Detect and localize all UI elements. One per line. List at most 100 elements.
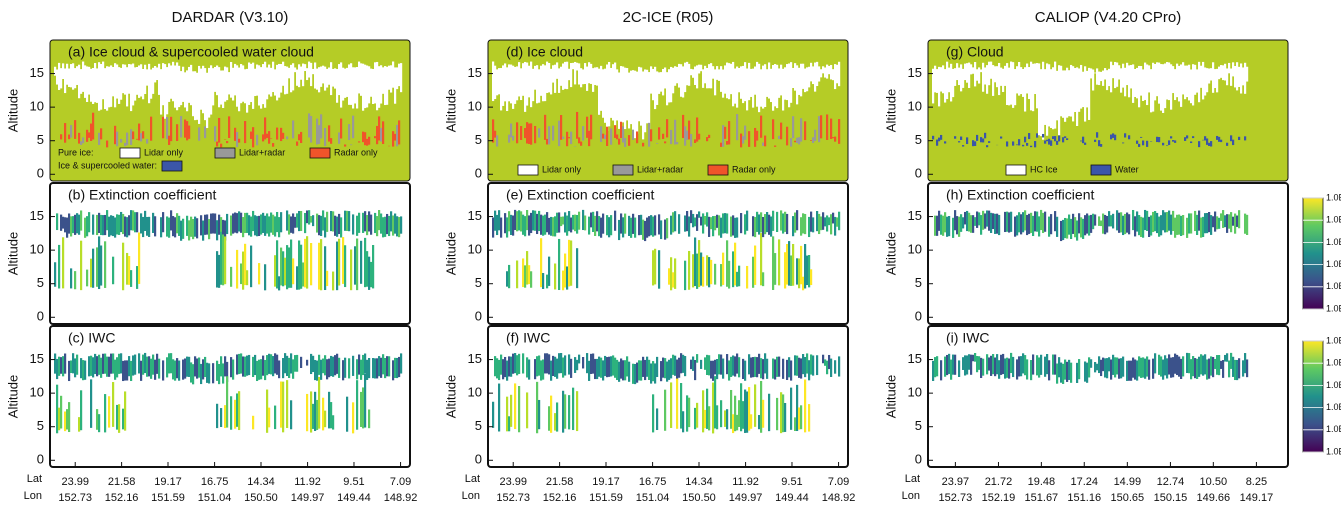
cloud-region <box>366 66 368 108</box>
cloud-type <box>618 139 620 145</box>
cloud-streak <box>664 220 666 240</box>
cloud-region <box>218 67 220 107</box>
cloud-region <box>390 65 392 92</box>
cloud-streak <box>938 211 940 231</box>
cloud-streak <box>1022 212 1024 232</box>
cloud-region <box>1006 63 1008 105</box>
cloud-region <box>234 64 236 95</box>
cloud-streak <box>194 356 196 376</box>
cloud-streak <box>554 357 556 377</box>
cloud-streak <box>990 356 992 376</box>
cloud-type <box>220 144 222 148</box>
cloud-region <box>812 66 814 84</box>
cloud-region <box>996 66 998 87</box>
cloud-region <box>582 69 584 84</box>
cloud-type <box>756 131 758 141</box>
cloud-streak <box>808 360 810 380</box>
cloud-region <box>336 69 338 103</box>
cloud-type <box>544 115 546 140</box>
cloud-type <box>614 125 616 138</box>
cloud-streak <box>726 409 728 429</box>
cloud-region <box>1190 69 1192 103</box>
cloud-streak <box>740 213 742 233</box>
cloud-streak <box>56 385 58 434</box>
cloud-region <box>554 65 556 93</box>
cloud-streak <box>556 359 558 379</box>
cloud-type <box>188 126 190 139</box>
cloud-region <box>1076 67 1078 126</box>
cloud-streak <box>672 212 674 232</box>
cloud-region <box>948 68 950 93</box>
cloud-region <box>254 69 256 96</box>
cloud-streak <box>766 212 768 232</box>
cloud-streak <box>192 364 194 384</box>
cloud-streak <box>682 411 684 432</box>
cloud-region <box>194 71 196 120</box>
cloud-streak <box>336 242 338 291</box>
cloud-streak <box>1114 357 1116 377</box>
cloud-streak <box>820 216 822 230</box>
cloud-streak <box>672 355 674 375</box>
cloud-region <box>246 69 248 113</box>
cloud-streak <box>392 360 394 380</box>
cloud-streak <box>1118 213 1120 233</box>
cloud-streak <box>332 272 334 291</box>
cloud-streak <box>98 236 100 289</box>
cloud-region <box>1244 63 1246 94</box>
cloud-region <box>542 64 544 101</box>
cloud-region <box>734 68 736 103</box>
y-tick-label: 5 <box>37 275 44 290</box>
cloud-region <box>1116 63 1118 87</box>
cloud-region <box>1164 63 1166 108</box>
cloud-type <box>656 143 658 144</box>
cloud-region <box>144 65 146 94</box>
cloud-streak <box>54 354 56 374</box>
cloud-type <box>382 121 384 144</box>
cloud-streak <box>648 216 650 236</box>
cloud-streak <box>364 353 366 373</box>
cloud-region <box>138 65 140 97</box>
cloud-streak <box>1124 214 1126 234</box>
cloud-region <box>302 64 304 87</box>
cloud-streak <box>158 359 160 379</box>
cloud-streak <box>1100 360 1102 376</box>
cloud-streak <box>494 211 496 231</box>
cloud-streak <box>318 355 320 375</box>
cloud-region <box>530 62 532 108</box>
cloud-streak <box>1212 216 1214 227</box>
cloud-streak <box>1072 214 1074 234</box>
cloud-streak <box>564 355 566 375</box>
cloud-streak <box>588 361 590 381</box>
cloud-streak <box>398 357 400 377</box>
cloud-streak <box>512 215 514 235</box>
cloud-streak <box>804 357 806 377</box>
cloud-streak <box>1180 359 1182 379</box>
cloud-type <box>496 135 498 146</box>
cloud-streak <box>368 257 370 290</box>
cloud-streak <box>1068 360 1070 380</box>
cloud-streak <box>992 354 994 374</box>
cloud-streak <box>604 356 606 376</box>
cloud-streak <box>534 211 536 231</box>
cloud-type <box>1138 144 1140 147</box>
cloud-region <box>178 66 180 107</box>
cloud-streak <box>98 213 100 233</box>
cloud-streak <box>266 390 268 433</box>
cloud-region <box>836 65 838 83</box>
cloud-streak <box>546 212 548 232</box>
legend-group: Pure ice: <box>58 147 94 157</box>
cloud-streak <box>1226 353 1228 361</box>
cloud-streak <box>732 251 734 287</box>
cloud-type <box>636 131 638 143</box>
x2-axis-label: Lon <box>902 490 920 502</box>
cloud-type <box>352 116 354 139</box>
y-tick-label: 0 <box>475 452 482 467</box>
cloud-type <box>622 126 624 142</box>
cloud-type <box>586 117 588 138</box>
cloud-region <box>742 66 744 103</box>
cloud-streak <box>684 261 686 290</box>
cloud-streak <box>198 358 200 378</box>
cloud-streak <box>1156 213 1158 233</box>
panel-title: (g) Cloud <box>946 44 1004 60</box>
cloud-streak <box>142 355 144 375</box>
